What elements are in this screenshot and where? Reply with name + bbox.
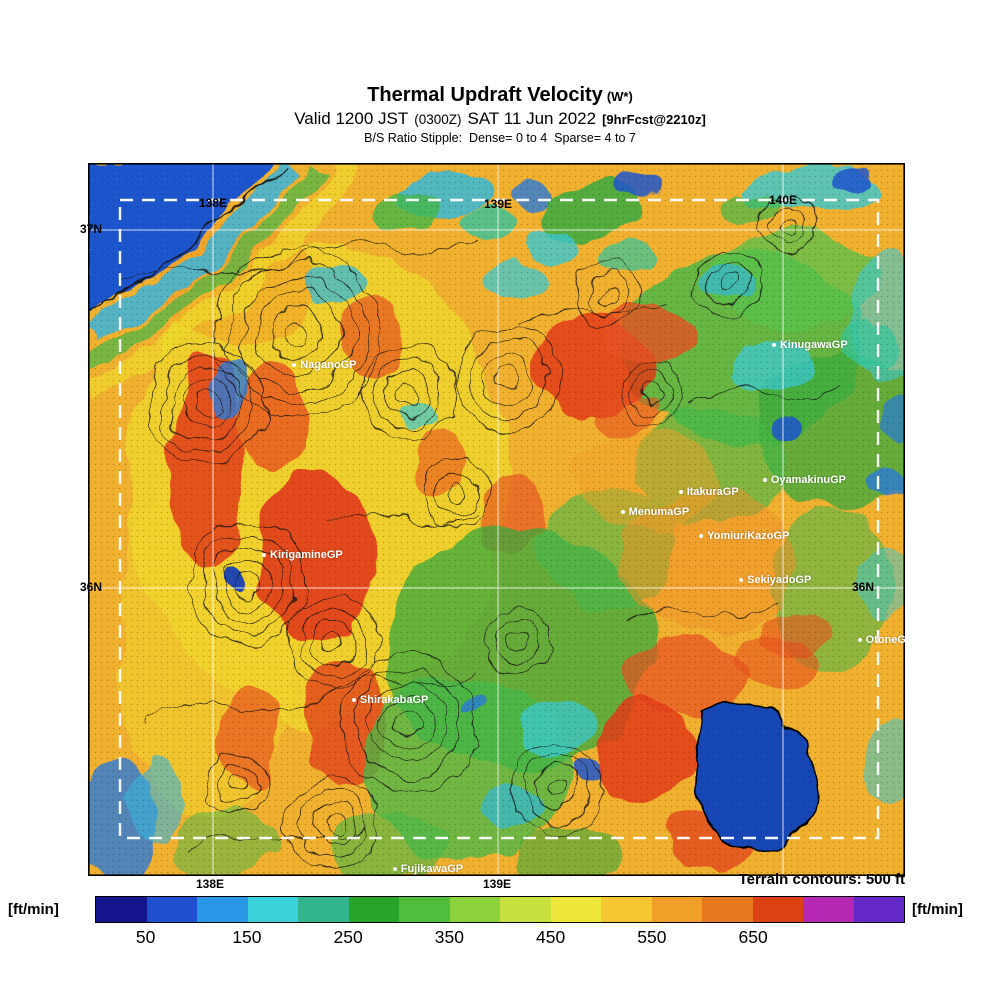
domain-boundary [118, 198, 880, 840]
grid-label-left-36n: 36N [79, 580, 102, 594]
site-name-text: OyamakinuGP [770, 474, 847, 487]
grid-label-right-36n: 36N [852, 580, 875, 594]
header: Thermal Updraft Velocity (W*) Valid 1200 … [0, 84, 1000, 146]
colorbar-tick: 550 [637, 927, 667, 947]
valid-date: SAT 11 Jun 2022 [467, 109, 597, 128]
title-text: Thermal Updraft Velocity [367, 84, 603, 106]
colorbar-segment [449, 897, 500, 922]
grid-label-top-139e: 139E [483, 197, 513, 211]
site-marker-dot [857, 637, 862, 642]
site-marker-dot [292, 362, 297, 367]
valid-fcst: [9hrFcst@2210z] [602, 112, 706, 127]
site-marker-dot [739, 578, 744, 583]
colorbar-tick: 450 [536, 927, 566, 947]
colorbar-tick: 150 [232, 927, 262, 947]
latlon-grid [88, 163, 905, 876]
map-frame [88, 163, 905, 876]
site-label-menumagp: MenumaGP [620, 505, 690, 518]
site-name-text: ShirakabaGP [359, 693, 429, 706]
colorbar-tick: 350 [434, 927, 464, 947]
grid-label-top-140e: 140E [768, 193, 798, 207]
grid-label-top-138e: 138E [198, 196, 228, 210]
colorbar-segment [601, 897, 652, 922]
colorbar-segment [803, 897, 854, 922]
site-name-text: SekiyadoGP [747, 574, 812, 587]
valid-zulu: (0300Z) [414, 112, 462, 127]
colorbar-segment [197, 897, 248, 922]
colorbar-segment [853, 897, 904, 922]
site-marker-dot [392, 866, 397, 871]
site-name-text: ItakuraGP [686, 485, 739, 498]
site-marker-dot [699, 533, 704, 538]
colorbar-segment [146, 897, 197, 922]
colorbar-segment [96, 897, 147, 922]
site-label-sekiyadogp: SekiyadoGP [739, 574, 811, 586]
page-title: Thermal Updraft Velocity (W*) [0, 84, 1000, 108]
site-marker-dot [771, 342, 776, 347]
colorbar-segment [752, 897, 803, 922]
site-label-kinugawagp: KinugawaGP [771, 338, 848, 351]
grid-label-left-37n: 37N [79, 222, 102, 236]
colorbar-segment [500, 897, 551, 922]
stipple-overlay [88, 163, 905, 876]
site-label-oyamakinugp: OyamakinuGP [762, 474, 847, 487]
site-label-itakuragp: ItakuraGP [678, 485, 739, 498]
title-suffix: (W*) [606, 89, 633, 104]
site-marker-dot [678, 489, 683, 494]
colorbar-segment [399, 897, 450, 922]
thermal-map-svg [88, 163, 905, 876]
site-marker-dot [351, 697, 356, 702]
colorbar [95, 896, 905, 923]
valid-prefix: Valid 1200 JST [294, 109, 409, 128]
site-name-text: MenumaGP [628, 505, 690, 518]
site-label-kirigaminegp: KirigamineGP [262, 549, 343, 561]
site-marker-dot [762, 478, 767, 483]
site-label-shirakabagp: ShirakabaGP [351, 693, 429, 706]
site-label-naganogp: NaganoGP [292, 359, 356, 371]
site-name-text: NaganoGP [300, 358, 357, 371]
colorbar-segment [651, 897, 702, 922]
units-left-label: [ft/min] [8, 901, 59, 918]
colorbar-segment [348, 897, 399, 922]
colorbar-segment [247, 897, 298, 922]
site-marker-dot [262, 553, 267, 558]
site-layer: NaganoGP KinugawaGP OyamakinuGP ItakuraGP Me… [88, 163, 905, 876]
valid-time-line: Valid 1200 JST (0300Z) SAT 11 Jun 2022 [9hr… [0, 108, 1000, 130]
colorbar-tick: 50 [135, 927, 156, 947]
site-name-text: KirigamineGP [270, 549, 343, 562]
site-label-yomiurikazogp: YomiuriKazoGP [699, 530, 789, 542]
grid-label-bottom-138e: 138E [195, 877, 225, 891]
site-marker-dot [620, 509, 625, 514]
terrain-contours-note: Terrain contours: 500 ft [738, 871, 905, 888]
site-name-text: YomiuriKazoGP [707, 529, 790, 542]
grid-label-bottom-139e: 139E [482, 877, 512, 891]
units-right-label: [ft/min] [912, 901, 963, 918]
site-label-otonegp: OtoneGP [857, 633, 905, 646]
colorbar-ticks: 50 150 250 350 450 550 650 [95, 927, 905, 951]
site-name-text: FujikawaGP [400, 862, 464, 875]
colorbar-tick: 650 [738, 927, 768, 947]
map-canvas: NaganoGP KinugawaGP OyamakinuGP ItakuraGP Me… [88, 163, 905, 876]
site-name-text: KinugawaGP [779, 338, 848, 351]
colorbar-segment [298, 897, 349, 922]
stipple-note: B/S Ratio Stipple: Dense= 0 to 4 Sparse=… [364, 131, 636, 145]
colorbar-tick: 250 [333, 927, 363, 947]
colorbar-segment [702, 897, 753, 922]
site-name-text: OtoneGP [865, 633, 905, 646]
site-label-fujikawagp: FujikawaGP [392, 862, 464, 875]
colorbar-segment [550, 897, 601, 922]
